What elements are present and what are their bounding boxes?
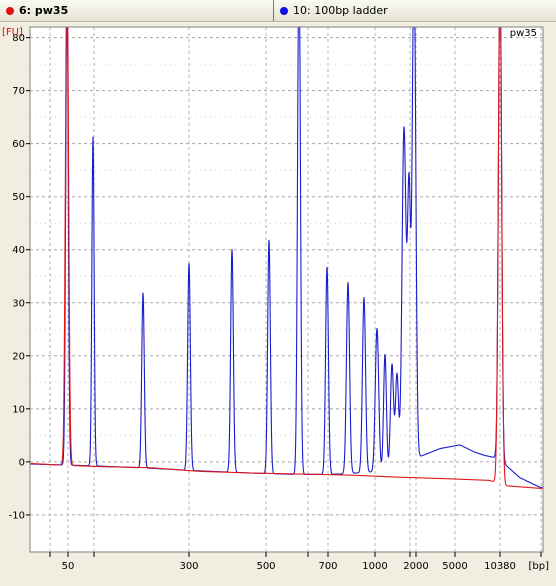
red-dot-icon xyxy=(6,6,14,15)
x-axis-label: [bp] xyxy=(529,561,550,572)
y-tick-label: 20 xyxy=(12,351,25,362)
y-tick-label: -10 xyxy=(9,510,25,521)
plot-border xyxy=(29,26,544,553)
chart-title: pw35 xyxy=(510,28,537,39)
y-tick-label: 0 xyxy=(19,457,25,468)
electropherogram-chart: 80 70 60 50 40 30 20 10 0 -10 50 300 500 700 1000 2000 5… xyxy=(2,26,550,572)
y-axis-label: [FU] xyxy=(2,27,23,38)
x-tick-label: 1000 xyxy=(362,561,387,572)
x-tick-label: 700 xyxy=(318,561,337,572)
x-tick-label: 10380 xyxy=(484,561,516,572)
y-tick-label: 10 xyxy=(12,404,25,415)
y-tick-label: 30 xyxy=(12,298,25,309)
x-tick-label: 2000 xyxy=(403,561,428,572)
tab-bar: 6: pw35 10: 100bp ladder xyxy=(0,0,556,22)
y-tick-label: 50 xyxy=(12,192,25,203)
x-tick-label: 500 xyxy=(256,561,275,572)
tab-label: 6: pw35 xyxy=(19,4,69,17)
x-tick-label: 5000 xyxy=(442,561,467,572)
y-tick-label: 40 xyxy=(12,245,25,256)
tab-ladder[interactable]: 10: 100bp ladder xyxy=(273,0,556,21)
plot-area xyxy=(30,27,543,552)
y-tick-label: 70 xyxy=(12,86,25,97)
sample-trace-line xyxy=(29,26,544,489)
tab-sample-pw35[interactable]: 6: pw35 xyxy=(0,0,272,21)
y-tick-label: 60 xyxy=(12,139,25,150)
x-tick-label: 300 xyxy=(179,561,198,572)
blue-dot-icon xyxy=(280,6,288,15)
tab-label: 10: 100bp ladder xyxy=(293,4,388,17)
x-tick-label: 50 xyxy=(62,561,75,572)
y-tick-label: 80 xyxy=(12,33,25,44)
